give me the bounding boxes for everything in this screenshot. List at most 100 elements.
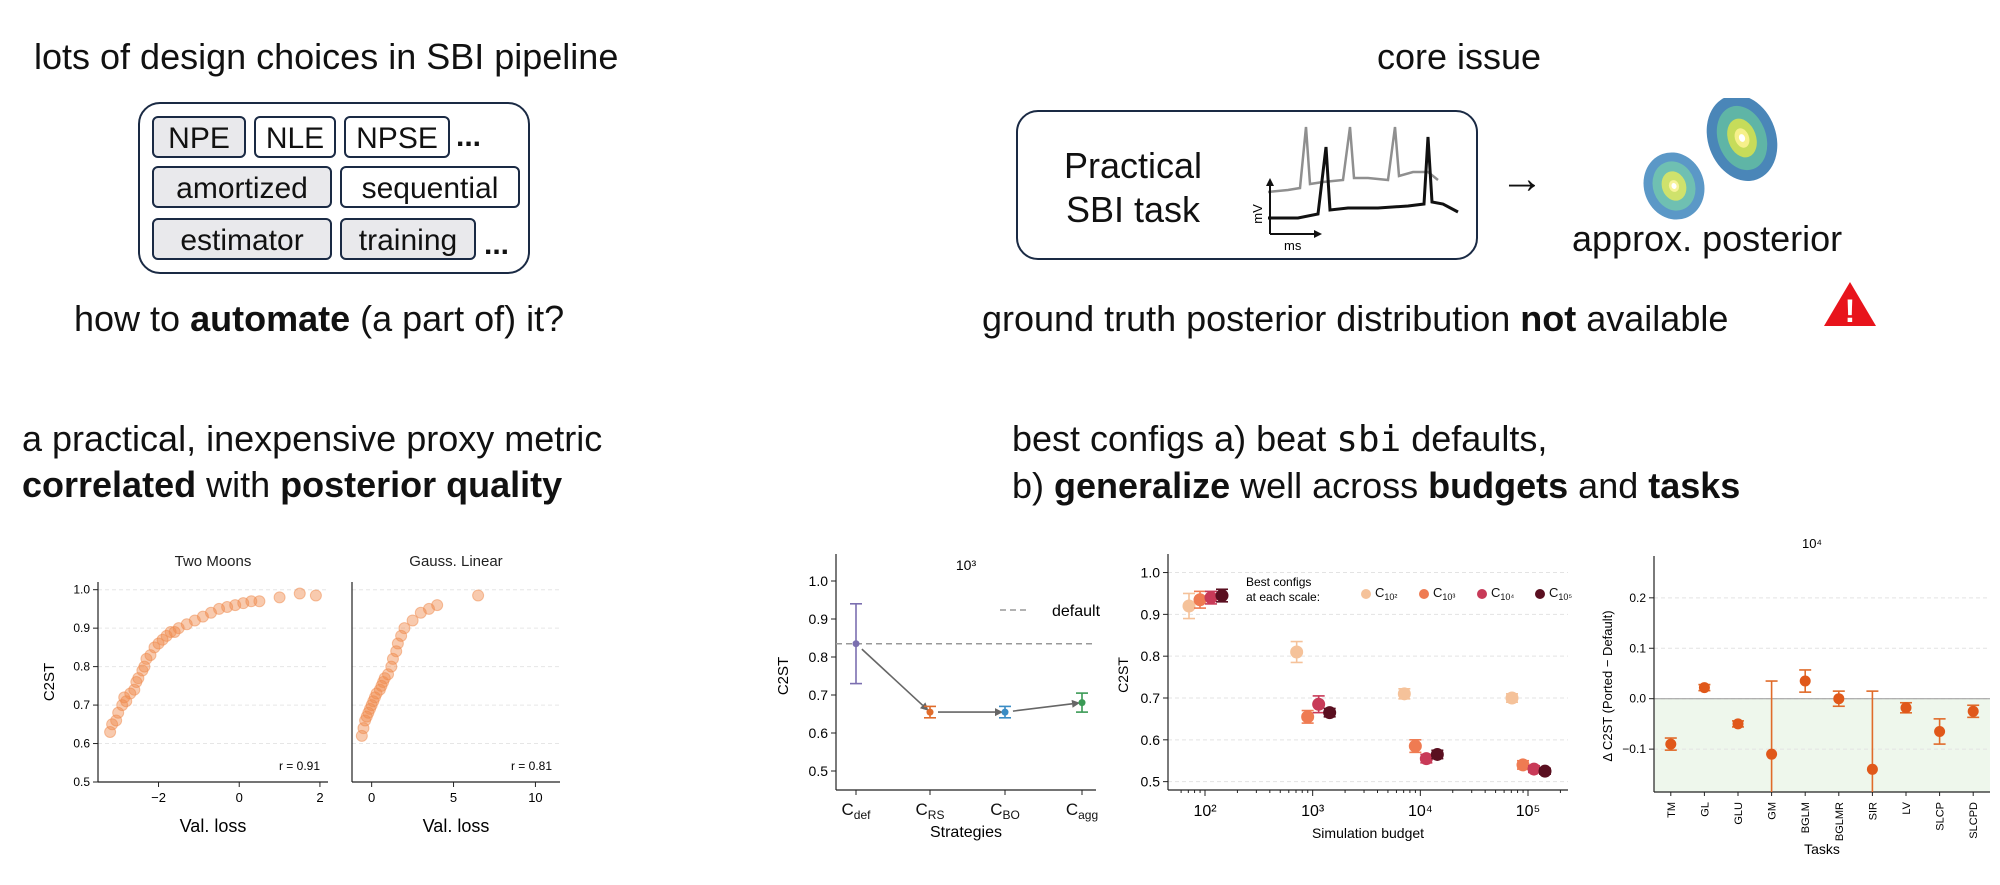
data-point: [273, 591, 286, 604]
y-tick-label: 0.6: [1141, 732, 1161, 748]
data-point: [1193, 593, 1207, 607]
data-point: [253, 595, 266, 608]
legend-marker: [1361, 589, 1371, 599]
task-line2: SBI task: [1065, 189, 1201, 230]
y-tick-label: 0.7: [1141, 690, 1161, 706]
y-tick-label: 0.7: [73, 698, 90, 712]
chip-nle: NLE: [254, 116, 336, 158]
data-point: [1397, 687, 1411, 701]
data-point: [1078, 699, 1086, 707]
chip-estimator: estimator: [152, 218, 332, 260]
x-tick-label: 10⁴: [1408, 803, 1433, 820]
y-tick-label: 1.0: [1141, 565, 1161, 581]
data-point: [406, 614, 419, 627]
data-point: [1698, 682, 1710, 694]
chart-tasks: −0.1 0.0 0.1 0.2 10⁴ Δ C2ST (Ported − Default…: [1600, 536, 1990, 857]
strategy-arrow: [1012, 703, 1073, 712]
data-point: [1182, 599, 1196, 613]
y-tick-label: 0.6: [73, 737, 90, 751]
x-tick-label: GL: [1699, 802, 1711, 817]
data-point: [1323, 706, 1337, 720]
data-point: [293, 587, 306, 600]
x-tick-label: SIR: [1867, 802, 1879, 820]
data-point: [138, 660, 151, 673]
core-issue-heading: core issue: [1377, 36, 1542, 77]
x-tick-label: BGLMR: [1834, 802, 1846, 841]
figure-charts-panel: Two Moons 0.5 0.6 0.7 0.8 0.9 1.0 C2ST −2 0 2 Val. …: [41, 536, 1990, 857]
y-tick-label: 0.8: [73, 660, 90, 674]
y-tick-label: 0.5: [809, 763, 829, 779]
data-point: [391, 637, 404, 650]
x-tick-label: GLU: [1733, 802, 1745, 825]
chart-strategies: 10³ 0.5 0.6 0.7 0.8 0.9 1.0 C2ST default Cdef CRS C…: [775, 554, 1101, 841]
legend-label: C10⁵: [1549, 585, 1572, 602]
data-point: [1505, 691, 1519, 705]
correlation-annotation: r = 0.91: [279, 759, 320, 773]
data-point: [926, 708, 934, 716]
proxy-metric-text: a practical, inexpensive proxy metric co…: [22, 418, 603, 505]
data-point: [1967, 705, 1979, 717]
y-tick-label: 0.9: [809, 611, 829, 627]
legend-marker: [1419, 589, 1429, 599]
data-point: [1516, 758, 1530, 772]
strategy-arrowhead: [1071, 699, 1081, 708]
y-tick-label: 0.0: [1629, 692, 1646, 706]
data-point: [1001, 708, 1009, 716]
data-point: [1866, 763, 1878, 775]
chart-two-moons: Two Moons 0.5 0.6 0.7 0.8 0.9 1.0 C2ST −2 0 2 Val. …: [41, 553, 328, 836]
x-tick-label: 10⁵: [1516, 803, 1540, 820]
chart-gauss-linear: Gauss. Linear 0 5 10 Val. loss r = 0.81: [351, 553, 560, 836]
data-point: [1538, 764, 1552, 778]
x-tick-label: TM: [1666, 802, 1678, 818]
y-tick-label: 0.8: [1141, 648, 1161, 664]
y-tick-label: 1.0: [809, 573, 829, 589]
x-tick-label: SLCP: [1935, 802, 1947, 831]
data-point: [1215, 589, 1229, 603]
x-axis-label: Simulation budget: [1312, 825, 1424, 841]
negative-region: [1654, 698, 1990, 792]
x-tick-label: −2: [151, 790, 166, 805]
x-tick-label: 5: [450, 790, 457, 805]
data-point: [1527, 762, 1541, 776]
strategy-arrowhead: [995, 708, 1003, 717]
spike-trace-illustration: mV ms: [1250, 126, 1459, 253]
y-tick-label: 0.5: [73, 775, 90, 789]
data-point: [128, 683, 141, 696]
legend-marker: [1477, 589, 1487, 599]
data-point: [1665, 738, 1677, 750]
data-point: [110, 714, 123, 727]
x-tick-label: 10: [528, 790, 542, 805]
y-tick-label: 0.5: [1141, 774, 1161, 790]
legend-label: default: [1052, 603, 1101, 620]
y-tick-label: 0.1: [1629, 641, 1646, 655]
y-tick-label: 0.9: [73, 621, 90, 635]
x-tick-label: 10³: [1301, 803, 1325, 820]
data-point: [1732, 718, 1744, 730]
data-point: [386, 652, 399, 665]
y-axis-label: Δ C2ST (Ported − Default): [1600, 610, 1615, 761]
warning-symbol: !: [1845, 293, 1856, 328]
data-point: [852, 640, 860, 648]
x-tick-label: 10²: [1193, 803, 1217, 820]
y-axis-label: C2ST: [1115, 657, 1131, 693]
x-tick-label: GM: [1767, 802, 1779, 820]
approx-posterior-label: approx. posterior: [1572, 218, 1843, 259]
data-point: [1204, 591, 1218, 605]
y-tick-label: 0.7: [809, 687, 829, 703]
legend-title-line1: Best configs: [1246, 575, 1311, 589]
y-tick-label: 0.8: [809, 649, 829, 665]
y-tick-label: 1.0: [73, 583, 90, 597]
data-point: [382, 668, 395, 681]
legend-title-line2: at each scale:: [1246, 590, 1320, 604]
x-axis-label: Strategies: [930, 824, 1002, 841]
data-point: [1799, 675, 1811, 687]
data-point: [395, 629, 408, 642]
y-axis-label: C2ST: [41, 663, 58, 701]
automate-question: how to automate (a part of) it?: [74, 298, 565, 339]
y-tick-label: 0.9: [1141, 606, 1161, 622]
legend-label: C10⁴: [1491, 585, 1514, 602]
chart-title: 10³: [956, 557, 977, 573]
data-point: [398, 622, 411, 635]
best-configs-text: best configs a) beat sbi defaults, b) ge…: [1012, 418, 1741, 506]
ellipsis-row3: ...: [484, 228, 510, 261]
